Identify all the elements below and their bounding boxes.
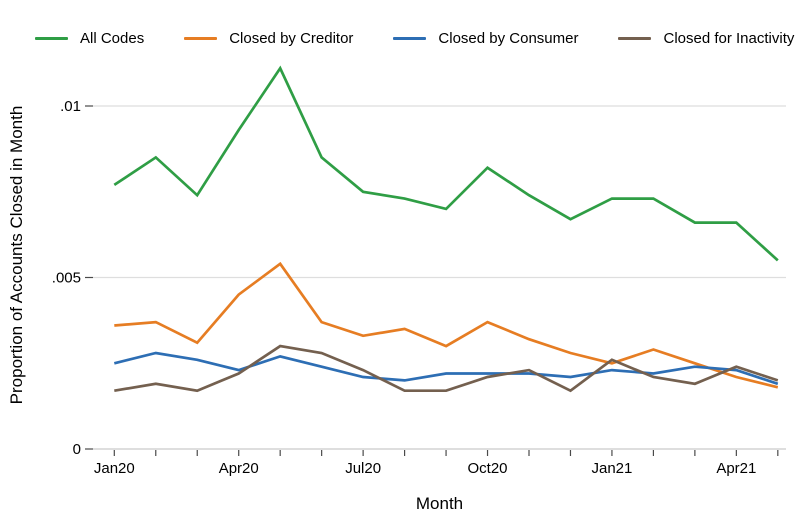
- series-line-closed-by-consumer: [113, 351, 779, 386]
- legend-swatch-icon: [618, 37, 652, 40]
- y-axis-title: Proportion of Accounts Closed in Month: [7, 106, 26, 405]
- y-tick-label: .005: [52, 270, 81, 287]
- y-tick-label: .01: [60, 98, 81, 115]
- series-line-all-codes: [113, 65, 779, 262]
- x-axis-title: Month: [416, 494, 463, 513]
- x-tick-label: Oct20: [468, 460, 508, 477]
- legend-label: Closed for Inactivity: [663, 30, 795, 47]
- y-tick-label: 0: [73, 441, 81, 458]
- legend-item: Closed by Creditor: [184, 30, 353, 47]
- legend-label: Closed by Consumer: [438, 30, 579, 47]
- x-tick-label: Jan20: [94, 460, 135, 477]
- legend: All Codes Closed by Creditor Closed by Con…: [35, 30, 794, 47]
- legend-swatch-icon: [35, 37, 68, 40]
- series-line-closed-by-creditor: [114, 261, 779, 389]
- legend-item: Closed for Inactivity: [618, 30, 794, 47]
- legend-swatch-icon: [393, 37, 427, 40]
- legend-item: Closed by Consumer: [393, 30, 578, 47]
- x-tick-label: Apr21: [716, 460, 756, 477]
- series-line-closed-for-inactivity: [114, 344, 779, 393]
- x-tick-label: Apr20: [219, 460, 259, 477]
- x-tick-label: Jan21: [592, 460, 633, 477]
- legend-label: Closed by Creditor: [229, 30, 354, 47]
- legend-item: All Codes: [35, 30, 144, 47]
- legend-label: All Codes: [80, 30, 145, 47]
- legend-swatch-icon: [184, 37, 218, 40]
- x-tick-label: Jul20: [345, 460, 381, 477]
